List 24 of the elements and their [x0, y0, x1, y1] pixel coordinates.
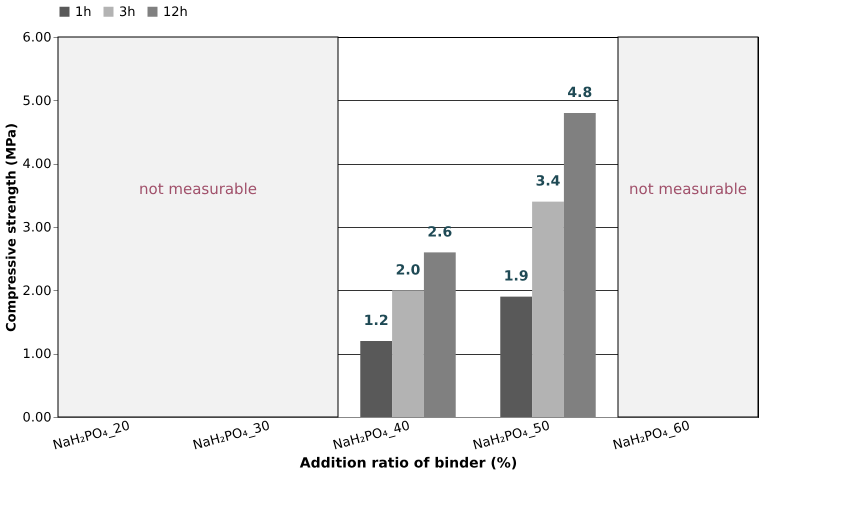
bar — [500, 296, 532, 417]
y-tick-label: 2.00 — [22, 284, 52, 299]
data-label: 4.8 — [567, 85, 592, 101]
y-tick-label: 4.00 — [22, 157, 52, 172]
band-label: not measurable — [139, 180, 257, 198]
x-axis-title: Addition ratio of binder (%) — [300, 456, 518, 472]
y-tick-label: 0.00 — [22, 410, 52, 426]
data-label: 1.2 — [364, 313, 389, 329]
data-label: 2.6 — [427, 224, 452, 240]
data-label: 1.9 — [504, 268, 529, 285]
y-tick-label: 3.00 — [22, 220, 52, 236]
data-label: 3.4 — [536, 174, 561, 190]
data-label: 2.0 — [396, 262, 421, 278]
bar — [360, 341, 392, 417]
y-tick-label: 6.00 — [22, 30, 52, 46]
band-label: not measurable — [629, 180, 747, 198]
bar — [392, 290, 424, 417]
y-axis-title: Compressive strength (MPa) — [4, 123, 20, 332]
bar — [532, 202, 564, 417]
y-tick-label: 1.00 — [22, 347, 52, 362]
legend-label: 3h — [119, 4, 136, 20]
y-tick-label: 5.00 — [22, 94, 52, 109]
legend-label: 12h — [163, 4, 188, 20]
legend-label: 1h — [75, 4, 92, 20]
